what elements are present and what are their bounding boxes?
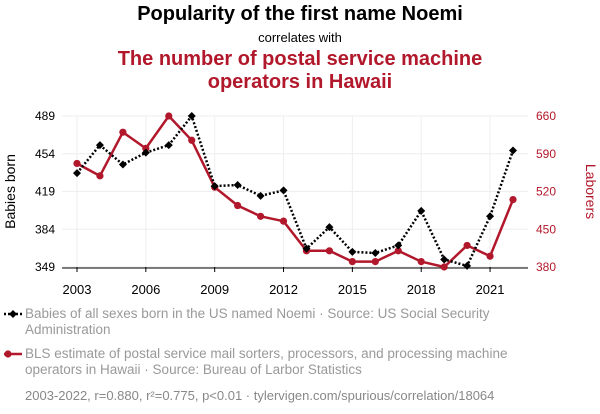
- series-1-point: [73, 169, 81, 178]
- series-2-point: [509, 195, 517, 204]
- series-1-point: [325, 223, 334, 232]
- series-1-point: [371, 248, 380, 257]
- series-2-point: [371, 258, 379, 266]
- x-tick-label: 2018: [407, 282, 436, 297]
- series-2-point: [188, 136, 196, 144]
- series-2-point: [142, 144, 150, 152]
- y-left-tick-label: 454: [35, 147, 55, 161]
- series-2-point: [348, 258, 356, 266]
- x-tick-label: 2012: [269, 282, 298, 297]
- series-1-point: [141, 148, 150, 157]
- series-1-point: [394, 241, 403, 250]
- series-1-point: [118, 160, 127, 169]
- y-right-tick-label: 590: [536, 147, 556, 161]
- series-1-point: [348, 247, 357, 256]
- series-2-point: [486, 252, 494, 260]
- series-2-point: [165, 112, 173, 120]
- series-1-point: [210, 182, 219, 191]
- series-1-point: [509, 146, 517, 155]
- chart-footer: 2003-2022, r=0.880, r²=0.775, p<0.01 · t…: [25, 388, 495, 403]
- series-2-point: [325, 247, 334, 255]
- series-2-point: [417, 258, 425, 266]
- series-1-point: [302, 244, 311, 253]
- series-2-point: [119, 128, 127, 136]
- y-right-tick-label: 520: [536, 185, 556, 199]
- x-tick-label: 2015: [338, 282, 367, 297]
- series-2-point: [440, 263, 448, 271]
- series-2-point: [463, 241, 471, 250]
- series-1-point: [463, 261, 472, 270]
- series-2-point: [73, 159, 81, 168]
- series-1-line: [76, 113, 515, 268]
- series-1-point: [486, 212, 495, 221]
- y-right-tick-label: 660: [536, 109, 556, 123]
- legend-series-1-label: Babies of all sexes born in the US named…: [25, 306, 490, 337]
- series-1-point: [164, 141, 173, 150]
- x-tick-label: 2003: [63, 282, 92, 297]
- series-1-point: [95, 141, 104, 150]
- x-tick-label: 2006: [131, 282, 160, 297]
- chart-connector: correlates with: [258, 30, 342, 45]
- series-1-point: [233, 181, 242, 190]
- series-1-point: [187, 112, 196, 120]
- series-1-point: [256, 191, 265, 200]
- chart-subtitle: The number of postal service machine ope…: [117, 48, 483, 93]
- legend-series-1-marker: [9, 310, 17, 318]
- series-1-point: [417, 206, 426, 215]
- series-2-point: [96, 172, 104, 180]
- chart-title: Popularity of the first name Noemi: [137, 3, 463, 25]
- series-2-point: [279, 217, 288, 225]
- y-left-tick-label: 489: [35, 109, 55, 123]
- legend-series-2-label: BLS estimate of postal service mail sort…: [25, 346, 508, 377]
- y-left-axis-label: Babies born: [2, 154, 18, 229]
- y-left-tick-label: 384: [35, 222, 55, 236]
- y-right-axis-label: Laborers: [583, 164, 599, 219]
- y-left-tick-label: 349: [35, 260, 55, 274]
- series-1-point: [440, 255, 449, 264]
- y-right-tick-label: 450: [536, 222, 556, 236]
- series-2-point: [256, 212, 265, 220]
- series-2-line: [76, 114, 515, 269]
- series-2-point: [234, 201, 242, 210]
- series-2-point: [394, 247, 402, 255]
- x-tick-label: 2009: [200, 282, 229, 297]
- y-left-tick-label: 419: [35, 185, 55, 199]
- legend-series-2-marker: [4, 350, 12, 358]
- x-tick-label: 2021: [476, 282, 505, 297]
- y-right-tick-label: 380: [536, 260, 556, 274]
- series-1-point: [279, 186, 288, 195]
